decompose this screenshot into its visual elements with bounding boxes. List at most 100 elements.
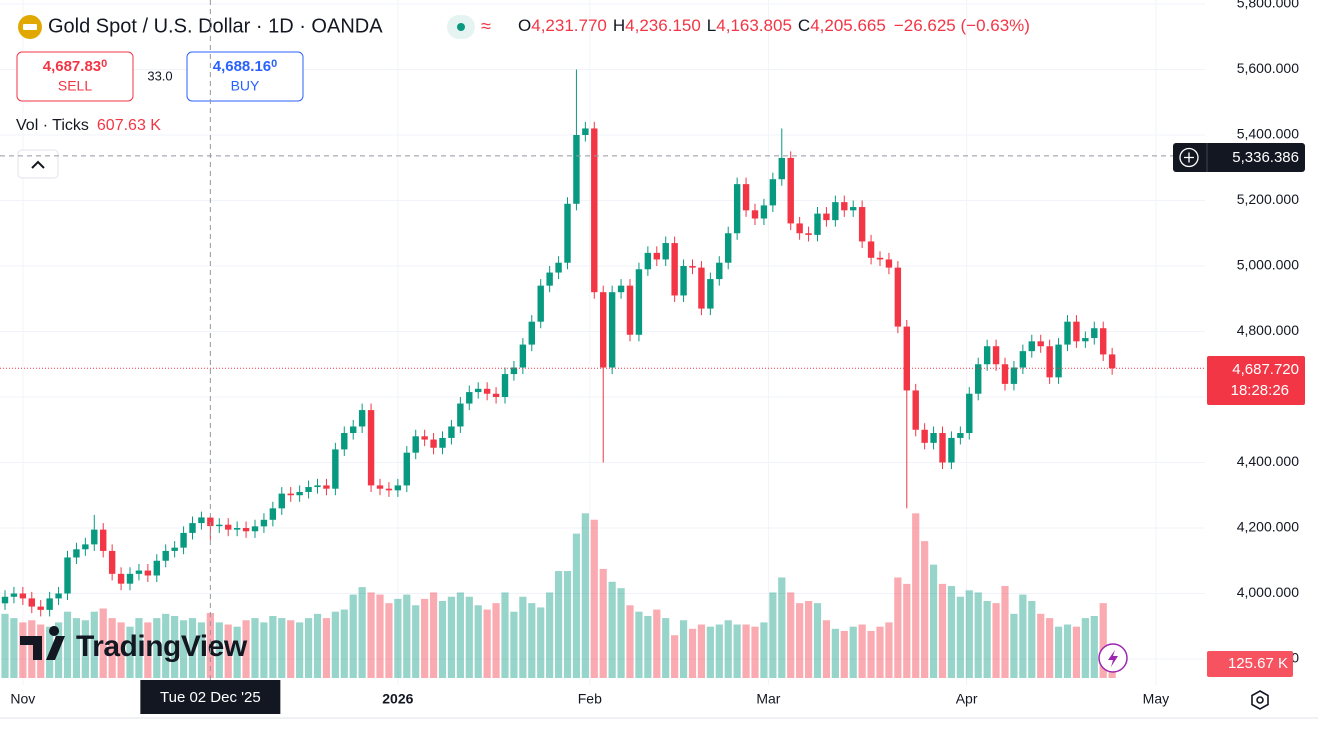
volume-bar xyxy=(644,615,652,678)
volume-bar xyxy=(760,622,768,678)
candle-body xyxy=(635,269,643,335)
volume-bar xyxy=(787,592,795,678)
candle-body xyxy=(796,223,803,234)
volume-bar xyxy=(1046,618,1054,678)
candle-body xyxy=(64,557,71,594)
x-tick-label: Nov xyxy=(10,691,35,707)
collapse-button[interactable] xyxy=(17,149,59,179)
volume-bar xyxy=(278,618,286,678)
volume-bar xyxy=(171,615,179,678)
ohlc-key: C xyxy=(798,16,810,35)
volume-bar xyxy=(197,622,206,678)
buy-button[interactable]: 4,688.160 BUY xyxy=(186,51,304,102)
candle-body xyxy=(858,207,866,242)
volume-bar xyxy=(599,568,607,678)
sell-price: 4,687.830 xyxy=(43,58,108,75)
volume-bar xyxy=(965,590,973,678)
volume-bar xyxy=(778,577,786,678)
volume-bar xyxy=(304,618,313,678)
volume-bar xyxy=(153,618,161,678)
volume-bar xyxy=(233,626,241,678)
candle-body xyxy=(716,262,723,280)
volume-bar xyxy=(296,622,304,678)
volume-bar xyxy=(608,581,616,678)
candle-body xyxy=(287,493,294,496)
sell-button[interactable]: 4,687.830 SELL xyxy=(16,51,134,102)
candle-body xyxy=(787,157,794,224)
volume-bar xyxy=(537,607,545,678)
volume-bar xyxy=(394,598,402,678)
candle-body xyxy=(1001,364,1009,384)
settings-button[interactable] xyxy=(1251,690,1269,710)
volume-bar xyxy=(63,611,72,678)
volume-bar xyxy=(1,613,9,678)
volume-bar xyxy=(858,624,866,678)
candle-body xyxy=(823,213,830,221)
candle-body xyxy=(850,207,857,211)
volume-bar xyxy=(974,592,982,678)
volume-bar xyxy=(885,622,893,678)
volume-bar xyxy=(90,611,98,678)
x-tick-label: Mar xyxy=(756,691,780,707)
volume-bar xyxy=(349,594,357,678)
volume-bar xyxy=(867,630,875,678)
volume-bar xyxy=(376,594,384,678)
volume-bar xyxy=(1054,626,1063,678)
candle-body xyxy=(332,449,339,489)
volume-bar xyxy=(813,603,822,678)
candle-body xyxy=(1082,338,1089,342)
candle-body xyxy=(1100,328,1107,355)
volume-bar xyxy=(983,601,991,678)
volume-bar xyxy=(546,592,554,678)
volume-bar xyxy=(1063,624,1072,678)
buy-label: BUY xyxy=(231,78,260,94)
candle-body xyxy=(278,493,285,509)
ohlc-key: H xyxy=(613,16,625,35)
sell-box xyxy=(16,51,134,102)
candle-body xyxy=(805,233,812,235)
candle-body xyxy=(1037,341,1044,347)
volume-bar xyxy=(688,628,697,678)
ohlc-key: O xyxy=(518,16,531,35)
candle-body xyxy=(296,491,303,496)
candle-body xyxy=(600,292,607,368)
volume-bar xyxy=(519,596,527,678)
candle-body xyxy=(608,292,616,368)
volume-bar xyxy=(429,592,438,678)
candle-body xyxy=(876,257,884,260)
candle-body xyxy=(448,426,455,438)
candle-body xyxy=(350,426,357,434)
candle-body xyxy=(233,527,241,530)
crosshair-plus-box[interactable] xyxy=(1173,143,1305,172)
candle-body xyxy=(198,517,205,524)
candle-body xyxy=(867,241,875,258)
candle-body xyxy=(903,326,910,391)
volume-bar xyxy=(403,594,411,678)
candle-body xyxy=(591,128,598,293)
volume-bar xyxy=(251,618,259,678)
watermark: TradingView xyxy=(20,626,248,663)
candles xyxy=(1,69,1116,617)
volume-bar xyxy=(822,620,831,678)
sell-label: SELL xyxy=(58,78,92,94)
ohlc: O4,231.770 H4,236.150 L4,163.805 C4,205.665… xyxy=(518,16,1030,35)
candle-body xyxy=(698,267,705,309)
candle-body xyxy=(126,573,134,584)
volume-legend: Vol · Ticks 607.63 K xyxy=(16,117,161,134)
volume-bar xyxy=(921,541,929,678)
volume-bar xyxy=(108,618,116,678)
volume-bar xyxy=(1001,586,1009,678)
candle-body xyxy=(358,410,366,427)
candle-body xyxy=(582,128,589,135)
last-price-label: 4,687.720 xyxy=(1232,361,1299,378)
volume-bar xyxy=(796,603,804,678)
candle-body xyxy=(260,519,268,527)
candle-body xyxy=(108,550,116,574)
candle-body xyxy=(341,433,348,450)
volume-bar xyxy=(679,620,688,678)
volume-bar xyxy=(492,603,500,678)
candle-body xyxy=(385,488,393,491)
last-volume-label: 125.67 K xyxy=(1228,655,1288,672)
candle-body xyxy=(564,203,571,263)
volume-bar xyxy=(10,618,18,678)
